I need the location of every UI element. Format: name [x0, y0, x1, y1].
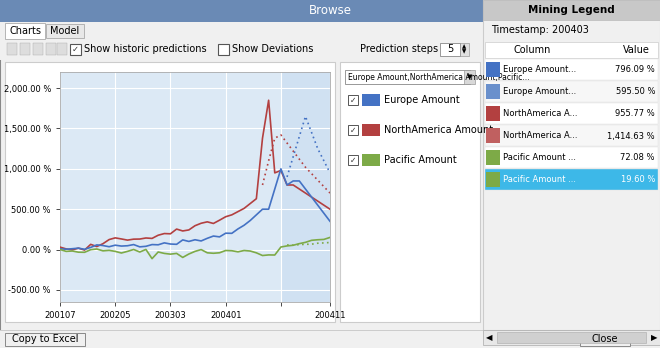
- Text: Pacific Amount: Pacific Amount: [384, 155, 457, 165]
- Bar: [485, 42, 658, 58]
- Bar: [33, 43, 43, 55]
- Text: NorthAmerica A...: NorthAmerica A...: [503, 110, 578, 119]
- Text: 1,414.63 %: 1,414.63 %: [607, 132, 655, 141]
- Text: Pacific Amount ...: Pacific Amount ...: [503, 153, 576, 163]
- Text: Europe Amount: Europe Amount: [384, 95, 460, 105]
- Bar: [460, 43, 469, 56]
- Bar: [0, 330, 660, 331]
- Bar: [20, 43, 30, 55]
- Text: ✓: ✓: [350, 95, 356, 104]
- Text: 19.60 %: 19.60 %: [620, 175, 655, 184]
- Text: Close: Close: [592, 334, 618, 345]
- Text: Pacific Amount ...: Pacific Amount ...: [503, 175, 576, 184]
- Text: 595.50 %: 595.50 %: [616, 87, 655, 96]
- Bar: [486, 128, 500, 143]
- Bar: [485, 81, 658, 102]
- Text: Browse: Browse: [308, 5, 352, 17]
- Bar: [483, 330, 660, 345]
- Bar: [486, 106, 500, 121]
- Text: 796.09 %: 796.09 %: [615, 65, 655, 74]
- Text: 5: 5: [447, 45, 453, 55]
- Bar: [485, 169, 658, 190]
- Text: Copy to Excel: Copy to Excel: [12, 334, 79, 345]
- Text: Timestamp: 200403: Timestamp: 200403: [491, 25, 589, 35]
- Bar: [486, 84, 500, 99]
- Bar: [580, 333, 630, 346]
- Text: Model: Model: [50, 26, 80, 36]
- Bar: [218, 44, 229, 55]
- Text: Value: Value: [623, 45, 650, 55]
- Bar: [7, 43, 17, 55]
- Text: ◀: ◀: [486, 333, 492, 342]
- Bar: [281, 72, 330, 302]
- Bar: [0, 22, 660, 40]
- Text: ▲: ▲: [462, 45, 466, 49]
- Bar: [345, 70, 470, 84]
- Bar: [46, 24, 84, 38]
- Bar: [486, 62, 500, 77]
- Text: ✓: ✓: [71, 45, 79, 54]
- Bar: [5, 23, 45, 39]
- Bar: [0, 330, 660, 348]
- Text: Show Deviations: Show Deviations: [232, 45, 314, 55]
- Text: ✓: ✓: [350, 156, 356, 165]
- Bar: [362, 154, 380, 166]
- Bar: [483, 0, 660, 20]
- Bar: [485, 125, 658, 146]
- Bar: [497, 332, 646, 343]
- Text: Mining Legend: Mining Legend: [528, 5, 615, 15]
- Bar: [464, 70, 475, 84]
- Bar: [340, 62, 480, 322]
- Bar: [632, 0, 660, 22]
- Bar: [485, 103, 658, 124]
- Text: ✓: ✓: [350, 126, 356, 134]
- Text: 955.77 %: 955.77 %: [615, 110, 655, 119]
- Text: Europe Amount,NorthAmerica Amount,Pacific...: Europe Amount,NorthAmerica Amount,Pacifi…: [348, 72, 529, 81]
- Text: 72.08 %: 72.08 %: [620, 153, 655, 163]
- Bar: [440, 43, 460, 56]
- Bar: [362, 124, 380, 136]
- Bar: [0, 0, 660, 22]
- Bar: [486, 150, 500, 165]
- Text: Prediction steps: Prediction steps: [360, 45, 438, 55]
- Text: ▼: ▼: [467, 74, 473, 80]
- Bar: [348, 125, 358, 135]
- Text: ▼: ▼: [462, 49, 466, 55]
- Text: NorthAmerica Amount: NorthAmerica Amount: [384, 125, 493, 135]
- Bar: [5, 62, 335, 322]
- Text: Show historic predictions: Show historic predictions: [84, 45, 207, 55]
- Bar: [483, 0, 660, 330]
- Text: Column: Column: [513, 45, 550, 55]
- Bar: [70, 44, 81, 55]
- Text: ▶: ▶: [651, 333, 657, 342]
- Bar: [46, 43, 56, 55]
- Bar: [362, 94, 380, 106]
- Bar: [57, 43, 67, 55]
- Bar: [348, 155, 358, 165]
- Bar: [0, 40, 660, 60]
- Text: Europe Amount...: Europe Amount...: [503, 87, 576, 96]
- Text: Charts: Charts: [9, 26, 41, 36]
- Bar: [486, 172, 500, 187]
- Bar: [485, 59, 658, 80]
- Bar: [485, 147, 658, 168]
- Text: □: □: [609, 6, 618, 16]
- Bar: [5, 333, 85, 346]
- Text: NorthAmerica A...: NorthAmerica A...: [503, 132, 578, 141]
- Text: Europe Amount...: Europe Amount...: [503, 65, 576, 74]
- Text: ✕: ✕: [642, 6, 650, 16]
- Bar: [348, 95, 358, 105]
- Text: ─: ─: [589, 6, 595, 16]
